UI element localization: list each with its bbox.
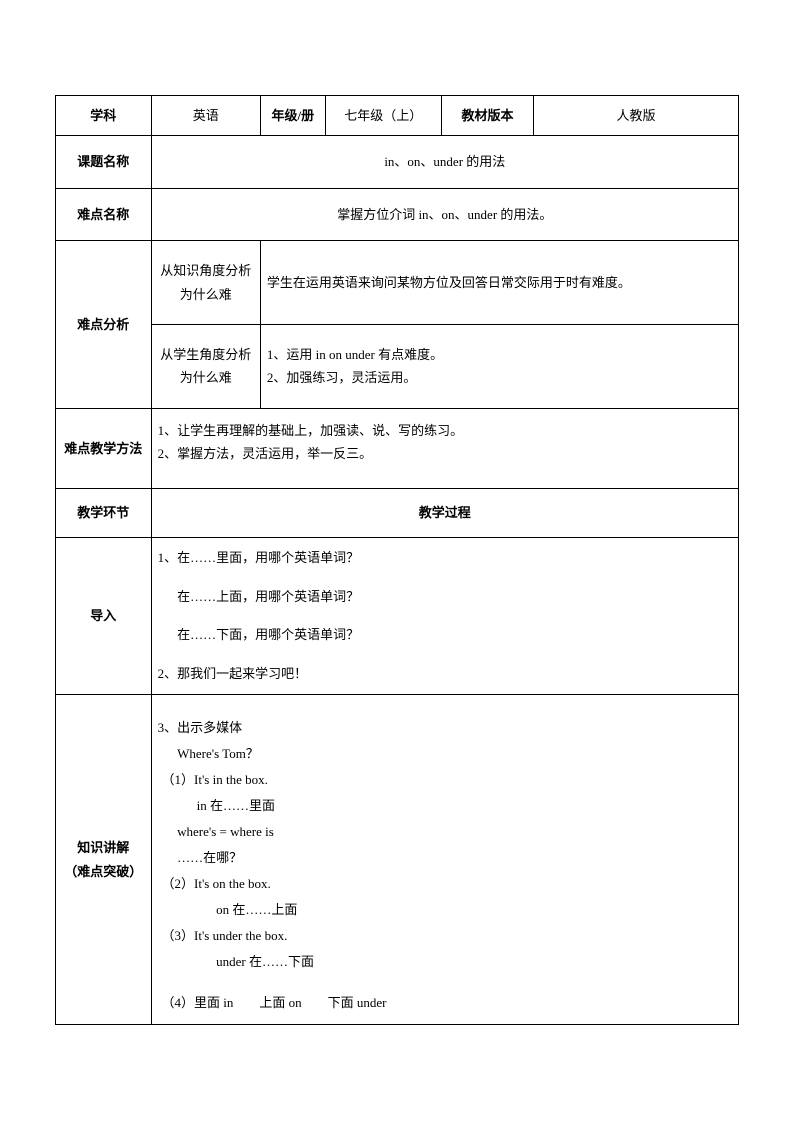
knowledge-label-1: 知识讲解: [77, 840, 129, 855]
table-row: 从学生角度分析为什么难 1、运用 in on under 有点难度。 2、加强练…: [56, 324, 739, 408]
grade-label: 年级/册: [260, 96, 325, 136]
subject-value: 英语: [151, 96, 260, 136]
table-row: 教学环节 教学过程: [56, 489, 739, 537]
difficulty-value: 掌握方位介词 in、on、under 的用法。: [151, 188, 738, 240]
k-line-5: where's = where is: [158, 819, 732, 845]
method-line-2: 2、掌握方法，灵活运用，举一反三。: [158, 446, 373, 461]
subject-label: 学科: [56, 96, 152, 136]
intro-line-3: 在……下面，用哪个英语单词？: [158, 623, 732, 646]
intro-content: 1、在……里面，用哪个英语单词？ 在……上面，用哪个英语单词？ 在……下面，用哪…: [151, 537, 738, 694]
k-line-2: Where's Tom？: [158, 741, 732, 767]
method-value: 1、让学生再理解的基础上，加强读、说、写的练习。 2、掌握方法，灵活运用，举一反…: [151, 408, 738, 488]
textbook-label: 教材版本: [441, 96, 533, 136]
k-line-11: （4）里面 in 上面 on 下面 under: [158, 990, 732, 1016]
grade-value: 七年级（上）: [325, 96, 441, 136]
method-label: 难点教学方法: [56, 408, 152, 488]
k-line-4: in 在……里面: [158, 793, 732, 819]
knowledge-content: 3、出示多媒体 Where's Tom？ （1）It's in the box.…: [151, 694, 738, 1025]
table-row: 难点教学方法 1、让学生再理解的基础上，加强读、说、写的练习。 2、掌握方法，灵…: [56, 408, 739, 488]
k-line-9: （3）It's under the box.: [158, 923, 732, 949]
knowledge-label: 知识讲解 （难点突破）: [56, 694, 152, 1025]
student-line-2: 2、加强练习，灵活运用。: [267, 370, 417, 385]
table-row: 难点分析 从知识角度分析为什么难 学生在运用英语来询问某物方位及回答日常交际用于…: [56, 241, 739, 325]
topic-value: in、on、under 的用法: [151, 136, 738, 188]
knowledge-label-2: （难点突破）: [64, 864, 142, 879]
intro-line-2: 在……上面，用哪个英语单词？: [158, 585, 732, 608]
table-row: 课题名称 in、on、under 的用法: [56, 136, 739, 188]
k-line-8: on 在……上面: [158, 897, 732, 923]
table-row: 学科 英语 年级/册 七年级（上） 教材版本 人教版: [56, 96, 739, 136]
knowledge-angle-label: 从知识角度分析为什么难: [151, 241, 260, 325]
process-label: 教学过程: [151, 489, 738, 537]
k-line-6: ……在哪？: [158, 845, 732, 871]
student-angle-value: 1、运用 in on under 有点难度。 2、加强练习，灵活运用。: [260, 324, 738, 408]
difficulty-label: 难点名称: [56, 188, 152, 240]
student-angle-label: 从学生角度分析为什么难: [151, 324, 260, 408]
textbook-value: 人教版: [534, 96, 739, 136]
table-row: 知识讲解 （难点突破） 3、出示多媒体 Where's Tom？ （1）It's…: [56, 694, 739, 1025]
k-line-3: （1）It's in the box.: [158, 767, 732, 793]
intro-line-4: 2、那我们一起来学习吧！: [158, 666, 308, 681]
table-row: 导入 1、在……里面，用哪个英语单词？ 在……上面，用哪个英语单词？ 在……下面…: [56, 537, 739, 694]
lesson-plan-page: 学科 英语 年级/册 七年级（上） 教材版本 人教版 课题名称 in、on、un…: [0, 0, 794, 1065]
knowledge-angle-value: 学生在运用英语来询问某物方位及回答日常交际用于时有难度。: [260, 241, 738, 325]
analysis-label: 难点分析: [56, 241, 152, 409]
k-line-10: under 在……下面: [158, 949, 732, 975]
intro-line-1: 1、在……里面，用哪个英语单词？: [158, 550, 360, 565]
lesson-plan-table: 学科 英语 年级/册 七年级（上） 教材版本 人教版 课题名称 in、on、un…: [55, 95, 739, 1025]
topic-label: 课题名称: [56, 136, 152, 188]
intro-label: 导入: [56, 537, 152, 694]
table-row: 难点名称 掌握方位介词 in、on、under 的用法。: [56, 188, 739, 240]
step-label: 教学环节: [56, 489, 152, 537]
k-line-7: （2）It's on the box.: [158, 871, 732, 897]
method-line-1: 1、让学生再理解的基础上，加强读、说、写的练习。: [158, 423, 464, 438]
k-line-1: 3、出示多媒体: [158, 720, 243, 735]
student-line-1: 1、运用 in on under 有点难度。: [267, 347, 443, 362]
